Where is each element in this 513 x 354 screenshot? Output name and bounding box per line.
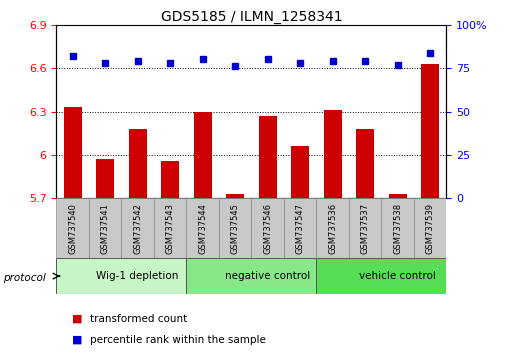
Bar [219,198,251,258]
Bar [284,198,317,258]
Bar [96,159,114,198]
Bar [226,194,244,198]
Text: GSM737545: GSM737545 [231,203,240,254]
Text: GSM737538: GSM737538 [393,203,402,254]
Text: GSM737541: GSM737541 [101,203,110,254]
Title: GDS5185 / ILMN_1258341: GDS5185 / ILMN_1258341 [161,10,342,24]
Text: GSM737546: GSM737546 [263,203,272,254]
Bar [389,194,406,198]
Bar [56,198,89,258]
Text: ■: ■ [72,335,82,345]
Bar [56,258,186,294]
Bar [161,161,179,198]
Text: GSM737547: GSM737547 [295,203,305,254]
Bar [64,107,82,198]
Text: GSM737543: GSM737543 [166,203,174,254]
Bar [129,129,147,198]
Bar [194,112,211,198]
Text: GSM737544: GSM737544 [198,203,207,254]
Text: GSM737539: GSM737539 [426,203,435,254]
Text: protocol: protocol [3,273,45,283]
Bar [251,198,284,258]
Bar [356,129,374,198]
Bar [186,198,219,258]
Text: vehicle control: vehicle control [359,271,436,281]
Bar [349,198,381,258]
Text: negative control: negative control [225,271,310,281]
Bar [186,258,317,294]
Bar [89,198,122,258]
Bar [259,116,277,198]
Bar [317,198,349,258]
Bar [122,198,154,258]
Bar [154,198,186,258]
Text: GSM737542: GSM737542 [133,203,142,254]
Text: transformed count: transformed count [90,314,187,324]
Text: Wig-1 depletion: Wig-1 depletion [96,271,179,281]
Bar [324,110,342,198]
Bar [291,146,309,198]
Text: GSM737540: GSM737540 [68,203,77,254]
Text: GSM737536: GSM737536 [328,203,337,254]
Bar [317,258,446,294]
Bar [381,198,414,258]
Text: percentile rank within the sample: percentile rank within the sample [90,335,266,345]
Bar [421,64,439,198]
Text: ■: ■ [72,314,82,324]
Bar [414,198,446,258]
Text: GSM737537: GSM737537 [361,203,369,254]
